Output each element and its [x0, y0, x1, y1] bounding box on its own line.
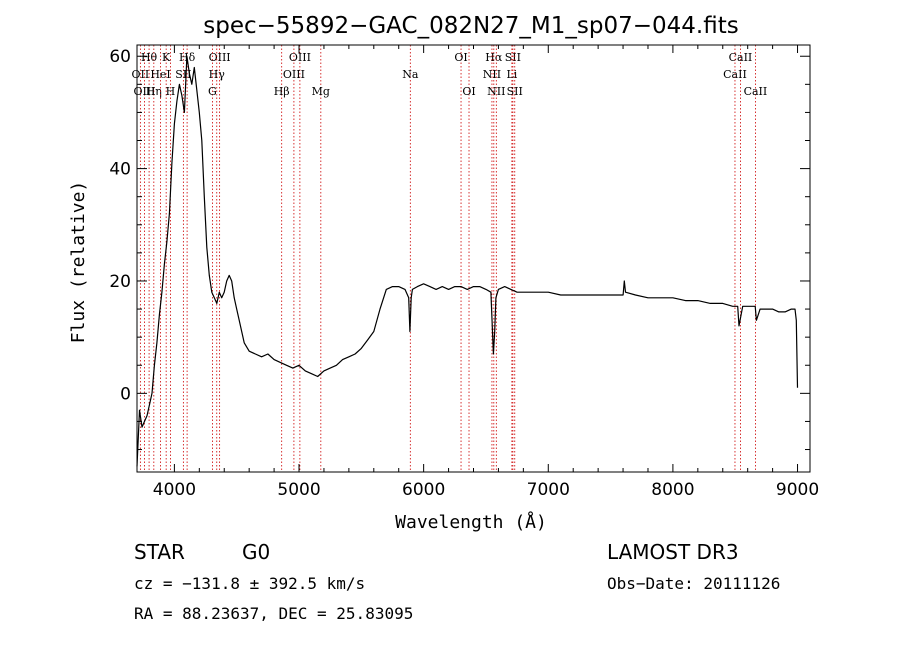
line-marker-label-15: Mg	[312, 85, 330, 98]
y-tick-label-60: 60	[109, 47, 131, 67]
line-marker-label-20: NII	[483, 68, 501, 81]
line-marker-label-18: OI	[462, 85, 475, 98]
x-tick-label-7000: 7000	[527, 480, 570, 500]
chart-title: spec−55892−GAC_082N27_M1_sp07−044.fits	[203, 13, 738, 39]
line-marker-label-12: OIII	[289, 51, 311, 64]
line-marker-label-27: CaII	[744, 85, 768, 98]
line-marker-label-13: OIII	[283, 68, 305, 81]
x-tick-label-6000: 6000	[402, 480, 445, 500]
x-tick-label-4000: 4000	[153, 480, 196, 500]
object-subclass: G0	[242, 540, 270, 564]
line-marker-label-3: Hη	[146, 85, 162, 98]
object-class: STAR	[134, 540, 185, 564]
x-tick-label-5000: 5000	[277, 480, 320, 500]
line-marker-label-6: H	[166, 85, 176, 98]
redshift-text: cz = −131.8 ± 392.5 km/s	[134, 574, 365, 593]
line-marker-label-0: Hθ	[141, 51, 158, 64]
line-marker-label-17: OI	[454, 51, 467, 64]
line-marker-label-16: Na	[402, 68, 419, 81]
line-marker-label-2: OIII	[133, 85, 155, 98]
survey-name: LAMOST DR3	[607, 540, 739, 564]
line-marker-label-11: G	[208, 85, 217, 98]
line-marker-label-25: CaII	[729, 51, 753, 64]
x-tick-label-9000: 9000	[776, 480, 819, 500]
line-marker-label-21: NII	[487, 85, 505, 98]
line-marker-label-19: Hα	[485, 51, 503, 64]
y-tick-label-0: 0	[120, 384, 131, 404]
line-marker-label-26: CaII	[723, 68, 747, 81]
y-tick-label-40: 40	[109, 160, 131, 180]
line-marker-label-10: Hγ	[209, 68, 226, 81]
line-marker-label-24: SII	[507, 85, 523, 98]
y-tick-label-20: 20	[109, 272, 131, 292]
x-tick-label-8000: 8000	[651, 480, 694, 500]
line-marker-label-1: OII	[132, 68, 150, 81]
coordinates-text: RA = 88.23637, DEC = 25.83095	[134, 604, 413, 623]
obs-date-text: Obs−Date: 20111126	[607, 574, 780, 593]
y-axis-label: Flux (relative)	[68, 181, 89, 344]
line-marker-label-5: HeI	[150, 68, 170, 81]
spectrum-series	[136, 55, 799, 467]
x-axis-label: Wavelength (Å)	[395, 511, 547, 533]
line-marker-label-4: K	[162, 51, 171, 64]
line-marker-label-23: Li	[506, 68, 517, 81]
spectrum-line-0	[136, 55, 799, 467]
plot-frame	[136, 44, 811, 473]
line-marker-label-9: OIII	[209, 51, 231, 64]
plot-axes: 4000 5000 6000 7000 8000 9000 0 20 40 60	[109, 44, 819, 500]
line-marker-label-22: SII	[505, 51, 521, 64]
line-marker-label-14: Hβ	[274, 85, 290, 98]
